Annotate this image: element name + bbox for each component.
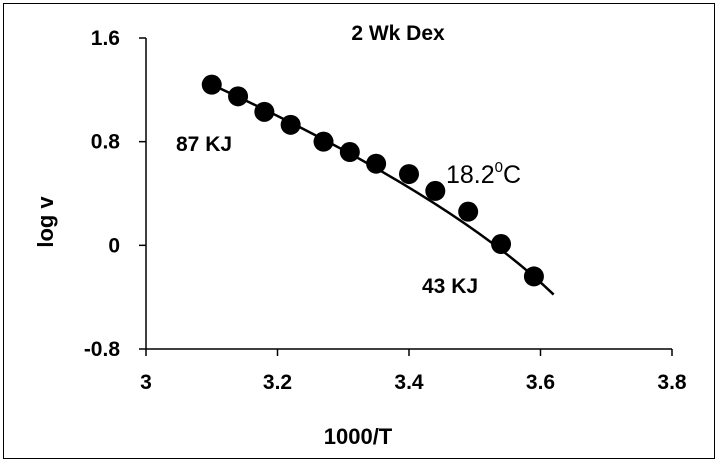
annotation-left-energy: 87 KJ <box>176 133 232 156</box>
x-tick-label: 3.2 <box>263 371 292 394</box>
y-tick-label: 0 <box>108 234 120 257</box>
x-ticks: 3 3.2 3.4 3.6 3.8 <box>140 349 687 394</box>
y-tick-label: -0.8 <box>84 338 121 361</box>
data-point <box>313 131 334 152</box>
annotation-break-temperature: 18.20C <box>446 159 521 189</box>
data-point <box>339 142 360 163</box>
data-point <box>491 234 512 255</box>
data-points <box>201 74 544 287</box>
x-tick-label: 3.6 <box>526 371 555 394</box>
x-tick-label: 3.8 <box>657 371 687 394</box>
data-point <box>280 114 301 135</box>
annotation-right-energy: 43 KJ <box>422 275 478 298</box>
annotation-break-temp-value: 18.2 <box>446 161 495 189</box>
data-point <box>523 266 544 287</box>
data-point <box>425 180 446 201</box>
data-point <box>458 201 479 222</box>
annotation-break-temp-degree: 0 <box>495 159 503 176</box>
y-tick-label: 1.6 <box>91 27 120 50</box>
x-axis-title: 1000/T <box>324 424 393 449</box>
chart-title: 2 Wk Dex <box>351 22 445 45</box>
axes <box>145 38 672 350</box>
data-point <box>228 86 249 107</box>
y-tick-label: 0.8 <box>91 131 121 154</box>
y-axis-title: log v <box>33 196 58 248</box>
chart-frame <box>3 3 715 459</box>
x-tick-label: 3.4 <box>394 371 424 394</box>
data-point <box>201 74 222 95</box>
y-ticks: 1.6 0.8 0 -0.8 <box>84 27 146 361</box>
data-point <box>366 153 387 174</box>
x-tick-label: 3 <box>140 371 152 394</box>
annotation-break-temp-unit: C <box>503 161 521 189</box>
data-point <box>254 101 275 122</box>
data-point <box>399 164 419 185</box>
